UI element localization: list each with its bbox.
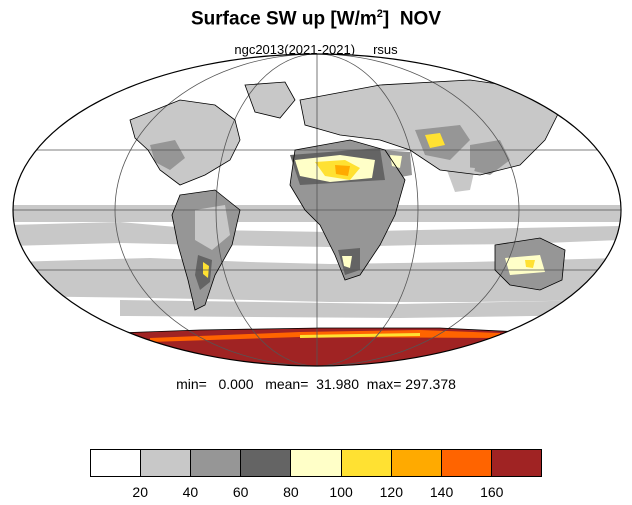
colorbar-segment <box>141 450 192 476</box>
colorbar-segment <box>91 450 142 476</box>
map-subtitle: ngc2013(2021-2021) rsus <box>0 42 632 57</box>
title-unit-exponent: 2 <box>376 8 383 20</box>
colorbar-labels: 20 40 60 80 100 120 140 160 <box>0 484 632 502</box>
colorbar-tick-label: 120 <box>379 484 404 500</box>
colorbar <box>90 449 542 477</box>
colorbar-tick-label: 80 <box>283 484 299 500</box>
colorbar-tick-label: 140 <box>429 484 454 500</box>
colorbar-tick-label: 40 <box>182 484 199 500</box>
title-month: NOV <box>399 8 441 30</box>
field-statistics: min= 0.000 mean= 31.980 max= 297.378 <box>176 376 456 392</box>
colorbar-tick-label: 160 <box>480 484 504 500</box>
title-text: Surface SW up [W/m <box>191 8 377 30</box>
graticule <box>13 54 621 366</box>
colorbar-segment <box>291 450 342 476</box>
colorbar-segment <box>241 450 292 476</box>
colorbar-segment <box>341 450 392 476</box>
colorbar-segment <box>391 450 442 476</box>
map-title: Surface SW up [W/m2] NOV <box>0 8 632 30</box>
subtitle-variable: rsus <box>373 42 398 57</box>
coastlines <box>59 79 601 346</box>
colorbar-tick-label: 20 <box>132 484 149 500</box>
colorbar-segment <box>491 450 541 476</box>
map-field <box>13 54 621 366</box>
globe-outline <box>12 53 622 367</box>
colorbar-tick-label: 100 <box>329 484 353 500</box>
colorbar-segment <box>441 450 492 476</box>
subtitle-run: ngc2013(2021-2021) <box>234 42 356 57</box>
title-bracket: ] <box>382 8 390 30</box>
colorbar-tick-label: 60 <box>232 484 249 500</box>
colorbar-segment <box>191 450 242 476</box>
